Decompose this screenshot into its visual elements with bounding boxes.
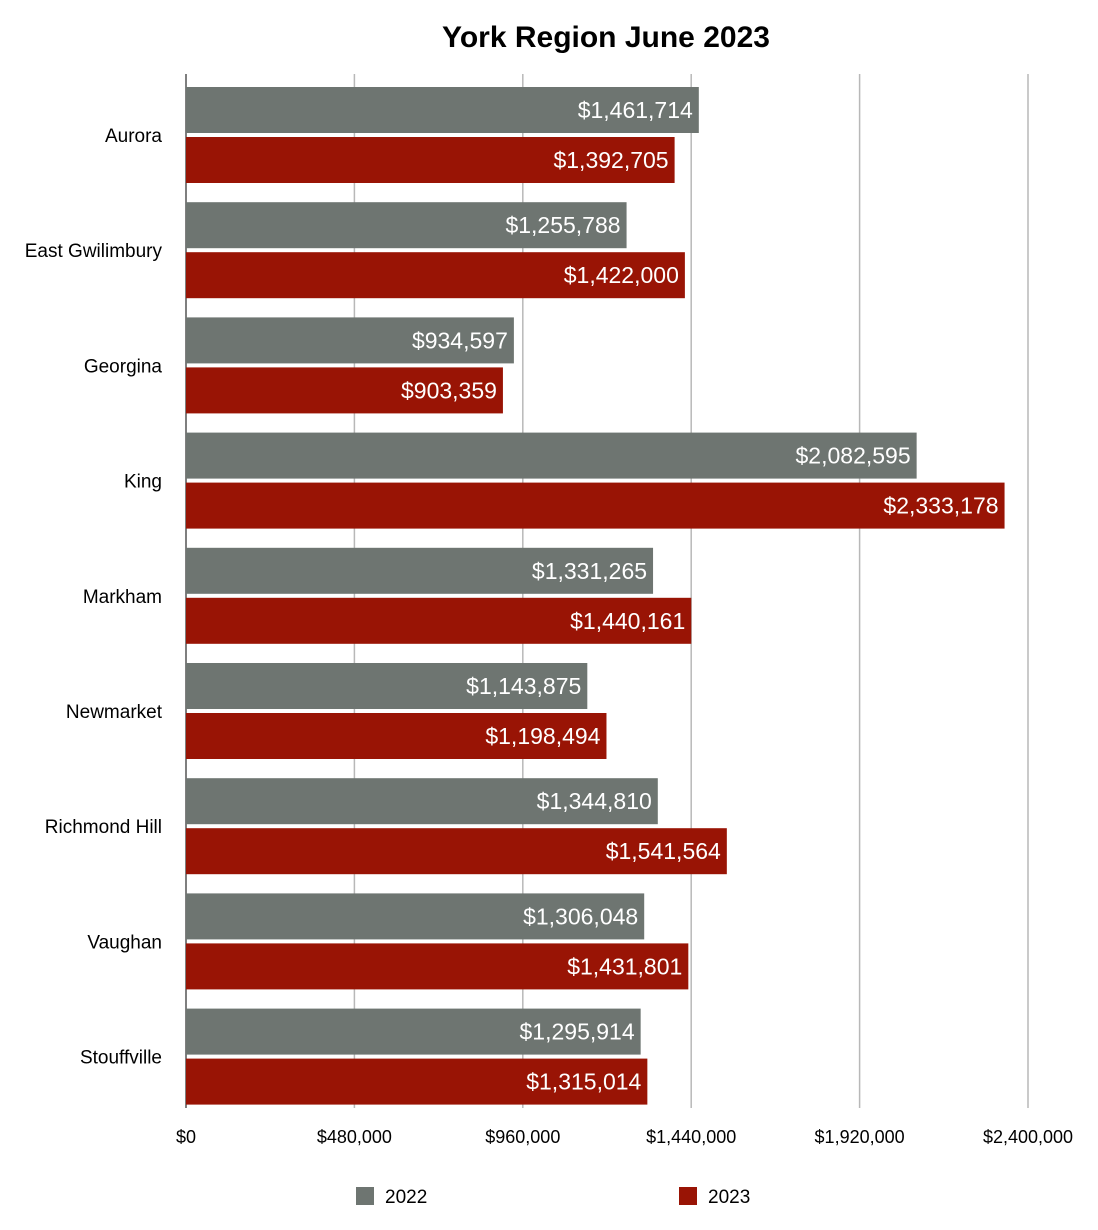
category-label: East Gwilimbury	[25, 241, 163, 262]
legend-swatch-2023	[679, 1187, 697, 1205]
category-label: Markham	[83, 587, 162, 608]
bar-2022-1	[186, 202, 627, 249]
data-label: $1,440,161	[570, 608, 685, 634]
legend: 2022 2023	[356, 1187, 750, 1208]
bar-2022-8	[186, 1008, 641, 1055]
bar-2023-4	[186, 597, 692, 644]
bar-2022-4	[186, 547, 654, 594]
x-tick-label: $960,000	[485, 1127, 560, 1147]
category-label: Georgina	[84, 356, 163, 377]
bar-2022-3	[186, 432, 917, 479]
category-label: King	[124, 472, 162, 493]
x-axis-tick-labels: $0 $480,000 $960,000 $1,440,000 $1,920,000 $2…	[176, 1127, 1073, 1147]
bar-2023-0	[186, 137, 675, 183]
legend-label: 2022	[385, 1187, 427, 1208]
data-label: $1,541,564	[606, 838, 721, 864]
category-label: Vaughan	[87, 932, 162, 953]
data-label: $1,198,494	[485, 723, 600, 749]
data-label: $2,333,178	[883, 493, 998, 519]
category-label: Newmarket	[66, 702, 163, 723]
bar-2023-7	[186, 943, 689, 990]
data-label: $1,255,788	[505, 212, 620, 238]
x-tick-label: $1,920,000	[815, 1127, 905, 1147]
data-label: $1,306,048	[523, 903, 638, 929]
bar-2022-2	[186, 317, 514, 364]
x-tick-label: $480,000	[317, 1127, 392, 1147]
data-label: $1,431,801	[567, 953, 682, 979]
x-tick-label: $1,440,000	[646, 1127, 736, 1147]
category-label: Aurora	[105, 126, 162, 147]
data-label: $1,143,875	[466, 673, 581, 699]
bars: $1,461,714 $1,392,705 $1,255,788 $1,422,000…	[186, 87, 1005, 1105]
bar-2023-1	[186, 252, 685, 299]
category-labels: Aurora East Gwilimbury Georgina King Markham…	[25, 126, 163, 1069]
category-label: Richmond Hill	[45, 817, 162, 838]
bar-2022-0	[186, 87, 699, 133]
data-label: $903,359	[401, 377, 497, 403]
category-label: Stouffville	[80, 1048, 162, 1069]
bar-2023-2	[186, 367, 503, 414]
bar-2023-5	[186, 713, 607, 759]
legend-swatch-2022	[356, 1187, 374, 1205]
bar-2023-3	[186, 482, 1005, 529]
data-label: $1,315,014	[526, 1069, 641, 1095]
x-tick-label: $0	[176, 1127, 196, 1147]
bar-2022-7	[186, 893, 645, 940]
x-tick-label: $2,400,000	[983, 1127, 1073, 1147]
chart-title: York Region June 2023	[442, 21, 770, 54]
legend-label: 2023	[708, 1187, 750, 1208]
data-label: $1,295,914	[520, 1019, 635, 1045]
data-label: $1,461,714	[578, 97, 693, 123]
data-label: $1,392,705	[553, 147, 668, 173]
bar-2023-6	[186, 828, 727, 875]
data-label: $1,422,000	[564, 262, 679, 288]
bar-2022-6	[186, 778, 658, 825]
data-label: $1,331,265	[532, 558, 647, 584]
data-label: $934,597	[412, 327, 508, 353]
data-label: $1,344,810	[537, 788, 652, 814]
bar-2023-8	[186, 1058, 648, 1105]
bar-2022-5	[186, 663, 588, 709]
data-label: $2,082,595	[796, 443, 911, 469]
